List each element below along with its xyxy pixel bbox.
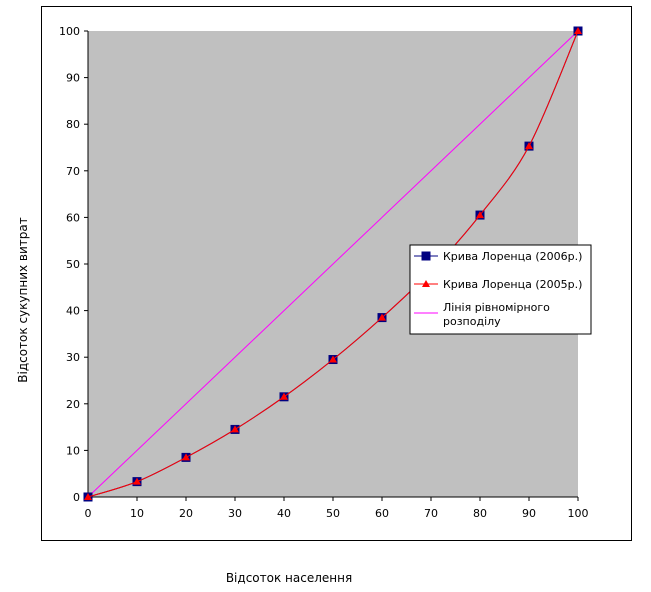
y-tick-label: 40 xyxy=(66,305,80,318)
y-axis: 0 10 20 30 40 50 60 70 80 90 100 xyxy=(59,25,89,504)
data-point xyxy=(84,493,92,500)
legend-item: Крива Лоренца (2005р.) xyxy=(414,278,582,291)
x-tick-label: 100 xyxy=(568,507,589,520)
series-line xyxy=(87,30,579,498)
series-line xyxy=(87,30,579,498)
x-tick-label: 60 xyxy=(375,507,389,520)
data-point xyxy=(280,392,288,400)
data-point xyxy=(329,355,337,363)
y-tick-label: 50 xyxy=(66,258,80,271)
x-tick-label: 80 xyxy=(473,507,487,520)
series-3 xyxy=(87,30,579,498)
data-point xyxy=(574,27,582,34)
x-tick-label: 90 xyxy=(522,507,536,520)
legend-item: Крива Лоренца (2006р.) xyxy=(414,250,582,263)
data-point xyxy=(476,211,484,219)
data-point xyxy=(525,142,533,150)
x-tick-label: 10 xyxy=(130,507,144,520)
y-tick-label: 30 xyxy=(66,351,80,364)
x-tick-label: 30 xyxy=(228,507,242,520)
y-tick-label: 0 xyxy=(73,491,80,504)
data-point xyxy=(182,453,190,461)
y-tick-label: 90 xyxy=(66,72,80,85)
legend-label: Крива Лоренца (2005р.) xyxy=(443,278,582,291)
x-tick-label: 50 xyxy=(326,507,340,520)
x-tick-label: 70 xyxy=(424,507,438,520)
y-tick-label: 60 xyxy=(66,211,80,224)
x-tick-label: 40 xyxy=(277,507,291,520)
y-axis-title: Відсоток сукупних витрат xyxy=(16,217,30,382)
legend-label: Крива Лоренца (2006р.) xyxy=(443,250,582,263)
x-axis-title: Відсоток населення xyxy=(226,571,352,585)
y-tick-label: 80 xyxy=(66,118,80,131)
y-tick-label: 100 xyxy=(59,25,80,38)
y-tick-label: 20 xyxy=(66,398,80,411)
legend-label: Лінія рівномірного xyxy=(443,301,550,314)
data-point xyxy=(378,313,386,321)
legend-label: розподілу xyxy=(443,315,501,328)
legend: Крива Лоренца (2006р.) Крива Лоренца (200… xyxy=(409,244,592,335)
legend-marker xyxy=(422,280,430,287)
data-point xyxy=(133,477,141,485)
legend-marker xyxy=(421,251,431,261)
x-tick-label: 0 xyxy=(85,507,92,520)
y-tick-label: 70 xyxy=(66,165,80,178)
y-tick-label: 10 xyxy=(66,444,80,457)
x-tick-label: 20 xyxy=(179,507,193,520)
legend-box xyxy=(409,244,592,335)
data-point xyxy=(231,425,239,433)
x-axis: 0 10 20 30 40 50 60 70 80 90 100 xyxy=(85,496,589,520)
